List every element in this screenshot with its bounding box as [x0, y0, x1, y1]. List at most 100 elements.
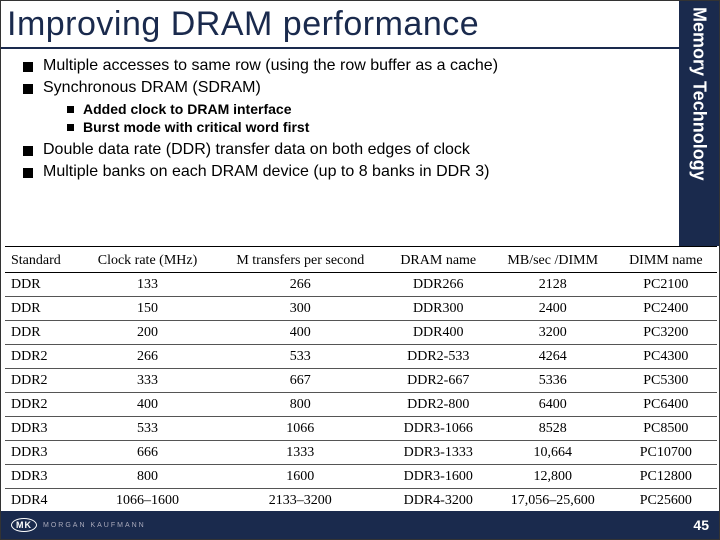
- table-cell: 150: [80, 297, 215, 321]
- bullet-text: Multiple accesses to same row (using the…: [43, 57, 498, 75]
- table-cell: 266: [80, 345, 215, 369]
- table-cell: 266: [215, 273, 386, 297]
- table-body: DDR133266DDR2662128PC2100DDR150300DDR300…: [5, 273, 717, 513]
- logo-mk-icon: MK: [11, 518, 37, 532]
- table-cell: 800: [80, 465, 215, 489]
- table-cell: 17,056–25,600: [491, 489, 615, 513]
- table-cell: DDR2-533: [386, 345, 491, 369]
- bullet-list: Double data rate (DDR) transfer data on …: [11, 141, 679, 181]
- logo-text: MORGAN KAUFMANN: [43, 522, 146, 529]
- table-cell: PC10700: [615, 441, 717, 465]
- table-cell: DDR3-1600: [386, 465, 491, 489]
- table-cell: PC5300: [615, 369, 717, 393]
- col-dramname: DRAM name: [386, 247, 491, 273]
- table-cell: PC2100: [615, 273, 717, 297]
- table-cell: PC2400: [615, 297, 717, 321]
- bullet-text: Synchronous DRAM (SDRAM): [43, 79, 261, 97]
- table-cell: DDR: [5, 273, 80, 297]
- dram-table-wrap: Standard Clock rate (MHz) M transfers pe…: [5, 246, 717, 513]
- table-cell: DDR2-800: [386, 393, 491, 417]
- table-cell: 1600: [215, 465, 386, 489]
- square-bullet-icon: [23, 168, 33, 178]
- col-mbsec: MB/sec /DIMM: [491, 247, 615, 273]
- table-cell: 2133–3200: [215, 489, 386, 513]
- table-cell: DDR3: [5, 465, 80, 489]
- table-cell: DDR3: [5, 441, 80, 465]
- table-cell: 4264: [491, 345, 615, 369]
- table-cell: DDR3-1066: [386, 417, 491, 441]
- list-item: Burst mode with critical word first: [67, 119, 679, 135]
- table-cell: DDR: [5, 321, 80, 345]
- table-row: DDR36661333DDR3-133310,664PC10700: [5, 441, 717, 465]
- table-cell: 3200: [491, 321, 615, 345]
- publisher-logo: MK MORGAN KAUFMANN: [11, 518, 146, 532]
- bullet-text: Multiple banks on each DRAM device (up t…: [43, 163, 489, 181]
- list-item: Multiple banks on each DRAM device (up t…: [11, 163, 679, 181]
- content-area: Multiple accesses to same row (using the…: [11, 57, 679, 185]
- table-head: Standard Clock rate (MHz) M transfers pe…: [5, 247, 717, 273]
- col-dimmname: DIMM name: [615, 247, 717, 273]
- table-cell: DDR400: [386, 321, 491, 345]
- table-cell: DDR2: [5, 369, 80, 393]
- table-cell: PC8500: [615, 417, 717, 441]
- table-cell: DDR300: [386, 297, 491, 321]
- table-cell: 1066: [215, 417, 386, 441]
- table-cell: 200: [80, 321, 215, 345]
- table-cell: 1066–1600: [80, 489, 215, 513]
- table-cell: DDR3: [5, 417, 80, 441]
- square-bullet-icon: [23, 84, 33, 94]
- table-cell: 533: [215, 345, 386, 369]
- side-label: Memory Technology: [679, 1, 719, 246]
- title-bar: Improving DRAM performance: [1, 1, 681, 49]
- table-cell: DDR266: [386, 273, 491, 297]
- table-row: DDR200400DDR4003200PC3200: [5, 321, 717, 345]
- list-item: Double data rate (DDR) transfer data on …: [11, 141, 679, 159]
- table-cell: 12,800: [491, 465, 615, 489]
- table-row: DDR150300DDR3002400PC2400: [5, 297, 717, 321]
- table-cell: DDR2-667: [386, 369, 491, 393]
- col-transfers: M transfers per second: [215, 247, 386, 273]
- table-cell: 1333: [215, 441, 386, 465]
- table-cell: 666: [80, 441, 215, 465]
- table-cell: 333: [80, 369, 215, 393]
- table-cell: 667: [215, 369, 386, 393]
- table-cell: PC12800: [615, 465, 717, 489]
- table-cell: DDR3-1333: [386, 441, 491, 465]
- table-cell: DDR2: [5, 393, 80, 417]
- bullet-list: Multiple accesses to same row (using the…: [11, 57, 679, 97]
- square-bullet-icon: [67, 124, 74, 131]
- table-cell: PC6400: [615, 393, 717, 417]
- table-cell: PC25600: [615, 489, 717, 513]
- table-row: DDR133266DDR2662128PC2100: [5, 273, 717, 297]
- table-header-row: Standard Clock rate (MHz) M transfers pe…: [5, 247, 717, 273]
- slide: Improving DRAM performance Memory Techno…: [0, 0, 720, 540]
- list-item: Multiple accesses to same row (using the…: [11, 57, 679, 75]
- table-cell: 2400: [491, 297, 615, 321]
- table-cell: 2128: [491, 273, 615, 297]
- table-cell: DDR: [5, 297, 80, 321]
- table-cell: 800: [215, 393, 386, 417]
- footer-bar: MK MORGAN KAUFMANN 45: [1, 511, 719, 539]
- list-item: Added clock to DRAM interface: [67, 101, 679, 117]
- table-cell: DDR2: [5, 345, 80, 369]
- table-cell: 400: [215, 321, 386, 345]
- table-row: DDR38001600DDR3-160012,800PC12800: [5, 465, 717, 489]
- slide-title: Improving DRAM performance: [7, 5, 479, 44]
- table-row: DDR2266533DDR2-5334264PC4300: [5, 345, 717, 369]
- bullet-text: Burst mode with critical word first: [83, 119, 309, 135]
- table-cell: 8528: [491, 417, 615, 441]
- col-standard: Standard: [5, 247, 80, 273]
- table-row: DDR35331066DDR3-10668528PC8500: [5, 417, 717, 441]
- table-cell: PC3200: [615, 321, 717, 345]
- table-row: DDR2333667DDR2-6675336PC5300: [5, 369, 717, 393]
- square-bullet-icon: [23, 146, 33, 156]
- table-cell: 133: [80, 273, 215, 297]
- dram-table: Standard Clock rate (MHz) M transfers pe…: [5, 246, 717, 513]
- bullet-text: Double data rate (DDR) transfer data on …: [43, 141, 470, 159]
- bullet-text: Added clock to DRAM interface: [83, 101, 291, 117]
- table-cell: 533: [80, 417, 215, 441]
- square-bullet-icon: [67, 106, 74, 113]
- page-number: 45: [693, 517, 709, 533]
- list-item: Synchronous DRAM (SDRAM): [11, 79, 679, 97]
- table-cell: 300: [215, 297, 386, 321]
